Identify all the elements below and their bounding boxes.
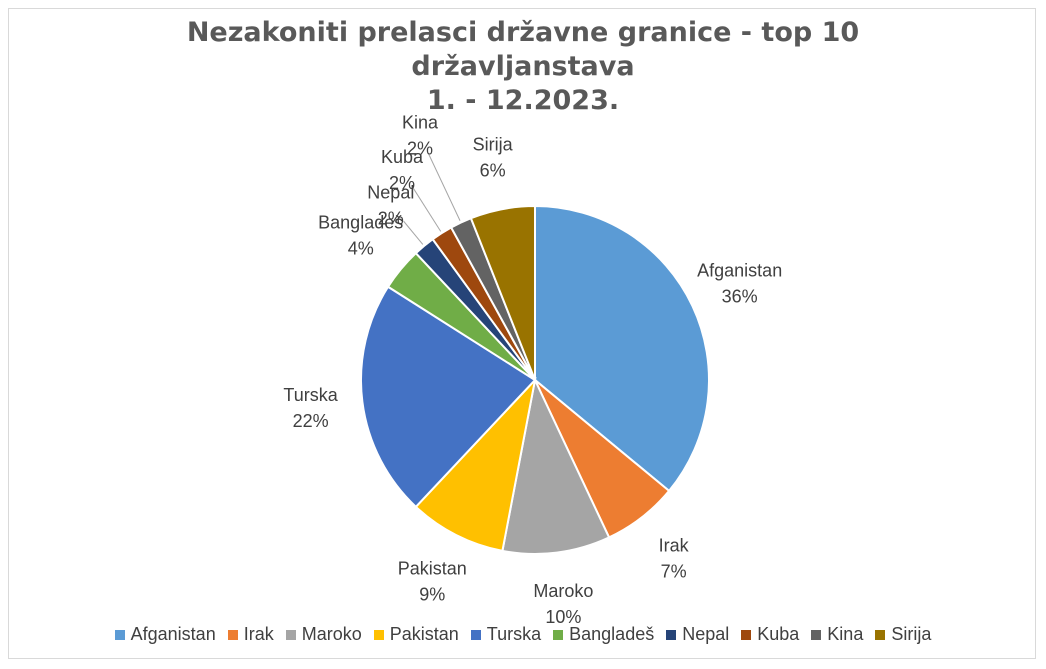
legend-label: Pakistan [389, 624, 459, 644]
legend: Afganistan Irak Maroko Pakistan Turska Bangla… [0, 624, 1046, 645]
legend-item: Sirija [875, 624, 931, 645]
leader-line [403, 220, 424, 245]
data-label-name: Sirija [473, 135, 514, 155]
legend-swatch [114, 629, 125, 640]
legend-label: Kina [827, 624, 864, 644]
legend-item: Irak [227, 624, 274, 645]
pie-slice [534, 204, 710, 493]
data-label-name: Kina [402, 112, 439, 132]
pie-slice [469, 204, 536, 381]
data-label-name: Turska [283, 385, 338, 405]
data-label-name: Afganistan [697, 260, 782, 280]
legend-item: Turska [470, 624, 542, 645]
legend-label: Irak [243, 624, 274, 644]
data-label-name: Bangladeš [318, 213, 403, 233]
legend-swatch [470, 629, 481, 640]
data-label-name: Pakistan [398, 558, 467, 578]
legend-label: Maroko [301, 624, 362, 644]
pie-slice [360, 285, 537, 509]
legend-swatch [875, 629, 886, 640]
data-label-value: 10% [545, 607, 581, 627]
data-label-value: 9% [419, 584, 445, 604]
legend-swatch [666, 629, 677, 640]
legend-swatch [553, 629, 564, 640]
data-label-value: 2% [378, 208, 404, 228]
data-label-name: Maroko [533, 581, 593, 601]
data-label-value: 7% [661, 561, 687, 581]
legend-item: Bangladeš [553, 624, 654, 645]
data-label-name: Irak [659, 535, 690, 555]
data-label-name: Kuba [381, 147, 424, 167]
chart-subtitle: 1. - 12.2023. [426, 85, 620, 116]
legend-item: Afganistan [114, 624, 216, 645]
legend-swatch [373, 629, 384, 640]
legend-label: Sirija [891, 624, 932, 644]
data-label-value: 4% [348, 239, 374, 259]
leader-line [412, 187, 442, 232]
title-block: Nezakoniti prelasci državne granice - to… [0, 16, 1046, 118]
pie-slice [501, 376, 611, 555]
legend-item: Kina [811, 624, 863, 645]
legend-label: Turska [486, 624, 542, 644]
legend-item: Maroko [285, 624, 362, 645]
chart-title: Nezakoniti prelasci državne granice - to… [186, 17, 860, 82]
data-label-value: 6% [480, 161, 506, 181]
data-label-value: 22% [293, 411, 329, 431]
data-label-value: 36% [722, 286, 758, 306]
legend-label: Nepal [682, 624, 730, 644]
legend-label: Kuba [757, 624, 800, 644]
legend-swatch [811, 629, 822, 640]
chart-frame [8, 8, 1036, 659]
legend-swatch [227, 629, 238, 640]
leader-line [428, 153, 461, 221]
data-label-value: 2% [407, 138, 433, 158]
data-label-name: Nepal [367, 182, 414, 202]
legend-item: Pakistan [373, 624, 459, 645]
legend-swatch [741, 629, 752, 640]
legend-item: Kuba [741, 624, 799, 645]
pie-slice [414, 376, 537, 553]
data-label-value: 2% [389, 173, 415, 193]
legend-swatch [285, 629, 296, 640]
legend-label: Bangladeš [569, 624, 655, 644]
legend-item: Nepal [666, 624, 729, 645]
legend-label: Afganistan [130, 624, 216, 644]
